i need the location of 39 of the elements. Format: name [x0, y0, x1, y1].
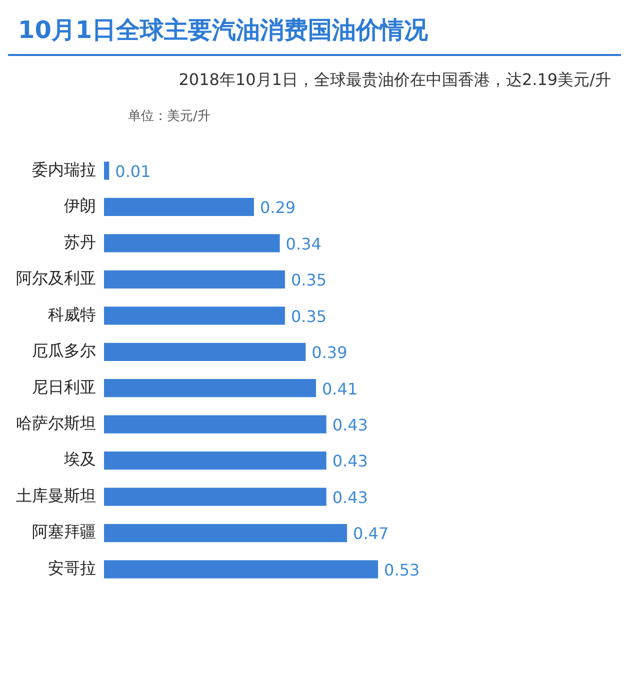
- data-label: 0.43: [332, 488, 368, 507]
- data-label: 0.35: [290, 306, 327, 326]
- data-label: 0.43: [332, 452, 368, 471]
- bar: [104, 488, 326, 506]
- data-label: 0.47: [353, 524, 389, 544]
- y-tick-label: 委内瑞拉: [32, 160, 96, 179]
- bar: [104, 560, 378, 578]
- bar: [104, 198, 254, 216]
- bar: [104, 524, 348, 542]
- chart-subtitle: 2018年10月1日，全球最贵油价在中国香港，达2.19美元/升: [178, 69, 612, 91]
- data-label: 0.01: [115, 162, 151, 181]
- data-label: 0.53: [384, 560, 420, 580]
- y-tick-label: 阿尔及利亚: [16, 268, 96, 288]
- y-tick-label: 埃及: [63, 450, 96, 469]
- y-tick-label: 科威特: [48, 304, 96, 324]
- y-tick-label: 苏丹: [64, 232, 96, 252]
- bar: [104, 162, 110, 180]
- bar: [104, 306, 285, 325]
- text: 单位：美元/升: [127, 108, 212, 125]
- y-tick-label: 土库曼斯坦: [16, 486, 96, 505]
- y-tick-label: 伊朗: [64, 196, 96, 216]
- bar: [104, 379, 316, 398]
- bar: [104, 342, 306, 361]
- data-label: 0.29: [260, 198, 296, 218]
- data-label: 0.35: [290, 270, 327, 290]
- y-tick-label: 阿塞拜疆: [32, 522, 96, 542]
- y-tick-label: 哈萨尔斯坦: [16, 414, 96, 433]
- y-tick-label: 安哥拉: [48, 558, 96, 578]
- bar: [104, 452, 326, 470]
- data-label: 0.34: [286, 234, 322, 254]
- chart-title: 10月1日全球主要汽油消费国油价情况: [8, 8, 621, 56]
- data-label: 0.39: [312, 343, 348, 362]
- y-tick-label: 尼日利亚: [32, 377, 96, 396]
- bar: [104, 234, 280, 252]
- y-tick-label: 厄瓜多尔: [32, 341, 96, 360]
- data-label: 0.43: [332, 416, 368, 435]
- bar: [104, 270, 285, 288]
- data-label: 0.41: [322, 379, 358, 398]
- bar: [104, 415, 326, 434]
